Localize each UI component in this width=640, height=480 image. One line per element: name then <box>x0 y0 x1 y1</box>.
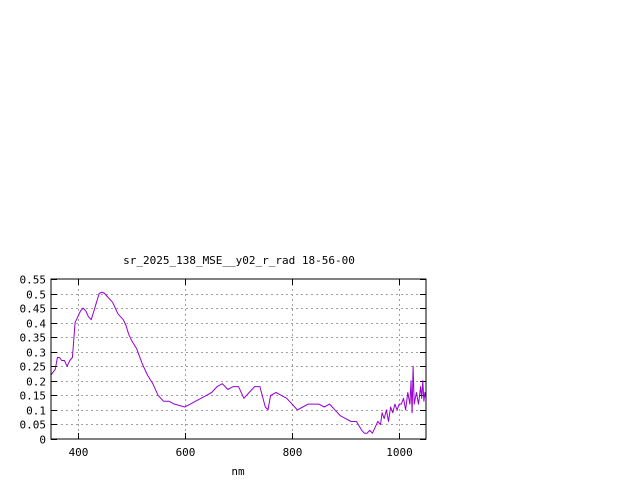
x-tick-label: 400 <box>69 446 89 459</box>
y-tick-label: 0 <box>39 434 46 447</box>
x-tick-label: 800 <box>283 446 303 459</box>
y-axis: 0 0.050.1 0.150.2 0.250.3 0.350.4 0.450.5 0.55 <box>20 274 426 447</box>
chart-title: sr_2025_138_MSE__y02_r_rad 18-56-00 <box>123 254 355 267</box>
y-tick-label: 0.55 <box>20 274 47 287</box>
x-axis-label: nm <box>231 465 245 478</box>
series-line <box>50 291 427 434</box>
x-tick-label: 1000 <box>386 446 413 459</box>
grid-lines <box>51 279 426 439</box>
series-group <box>50 291 427 434</box>
y-tick-label: 0.05 <box>20 419 47 432</box>
y-tick-label: 0.25 <box>20 361 47 374</box>
y-tick-label: 0.45 <box>20 303 47 316</box>
y-tick-label: 0.5 <box>26 289 46 302</box>
plot-frame <box>50 278 427 440</box>
x-tick-label: 600 <box>176 446 196 459</box>
y-tick-label: 0.2 <box>26 376 46 389</box>
y-tick-label: 0.4 <box>26 318 46 331</box>
y-tick-label: 0.3 <box>26 347 46 360</box>
y-tick-label: 0.1 <box>26 405 46 418</box>
y-tick-label: 0.35 <box>20 332 47 345</box>
x-axis: 400 600 800 1000 <box>69 279 413 459</box>
y-tick-label: 0.15 <box>20 390 47 403</box>
